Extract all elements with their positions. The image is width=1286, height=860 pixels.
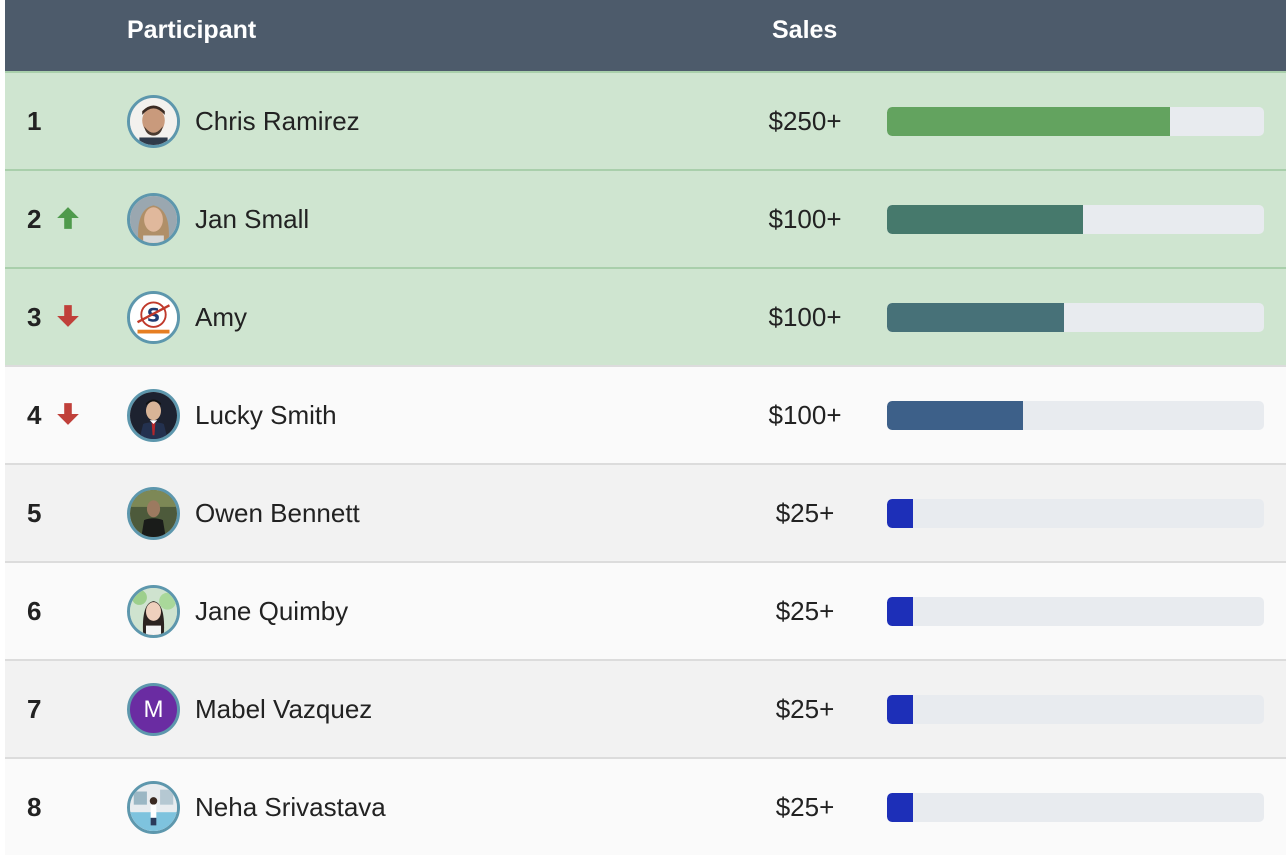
table-row[interactable]: 5 Owen Bennett $25+ xyxy=(5,463,1286,561)
sales-value: $100+ xyxy=(768,400,842,430)
table-header: Participant Sales xyxy=(5,0,1286,71)
sales-progress-bar xyxy=(887,499,1264,528)
rank-number: 2 xyxy=(27,204,42,234)
sales-progress-fill xyxy=(887,695,914,724)
avatar: M xyxy=(127,683,180,736)
avatar xyxy=(127,193,180,246)
sales-value: $25+ xyxy=(775,596,835,626)
arrow-up-icon xyxy=(55,205,81,231)
sales-progress-fill xyxy=(887,401,1023,430)
leaderboard: Participant Sales 1 Chris Ramirez $250+ 2 Ja… xyxy=(5,0,1286,855)
svg-text:S: S xyxy=(147,305,161,326)
rank-number: 4 xyxy=(27,400,42,430)
sales-value: $100+ xyxy=(768,204,842,234)
participant-name: Chris Ramirez xyxy=(195,106,360,136)
sales-progress-bar xyxy=(887,303,1264,332)
table-row[interactable]: 1 Chris Ramirez $250+ xyxy=(5,71,1286,169)
rank-number: 6 xyxy=(27,596,42,626)
avatar xyxy=(127,781,180,834)
participant-column-header: Participant xyxy=(127,16,257,44)
sales-progress-fill xyxy=(887,107,1170,136)
rank-number: 7 xyxy=(27,694,42,724)
participant-name: Jane Quimby xyxy=(195,596,349,626)
sales-progress-fill xyxy=(887,597,914,626)
table-row[interactable]: 4 Lucky Smith $100+ xyxy=(5,365,1286,463)
sales-progress-fill xyxy=(887,205,1084,234)
arrow-down-icon xyxy=(55,401,81,427)
sales-progress-fill xyxy=(887,499,914,528)
sales-progress-fill xyxy=(887,793,914,822)
participant-name: Amy xyxy=(195,302,247,332)
sales-value: $25+ xyxy=(775,792,835,822)
sales-value: $250+ xyxy=(768,106,842,136)
rank-number: 1 xyxy=(27,106,42,136)
rank-number: 8 xyxy=(27,792,42,822)
sales-column-header: Sales xyxy=(772,16,838,44)
sales-progress-bar xyxy=(887,107,1264,136)
sales-progress-bar xyxy=(887,401,1264,430)
table-body: 1 Chris Ramirez $250+ 2 Jan Small $100+ 3 S Amy $… xyxy=(5,71,1286,855)
rank-number: 3 xyxy=(27,302,42,332)
rank-number: 5 xyxy=(27,498,42,528)
table-row[interactable]: 7 M Mabel Vazquez $25+ xyxy=(5,659,1286,757)
sales-value: $25+ xyxy=(775,498,835,528)
table-row[interactable]: 6 Jane Quimby $25+ xyxy=(5,561,1286,659)
sales-value: $25+ xyxy=(775,694,835,724)
participant-name: Jan Small xyxy=(195,204,310,234)
sales-progress-bar xyxy=(887,793,1264,822)
participant-name: Owen Bennett xyxy=(195,498,360,528)
participant-name: Lucky Smith xyxy=(195,400,337,430)
avatar xyxy=(127,487,180,540)
table-row[interactable]: 8 Neha Srivastava $25+ xyxy=(5,757,1286,855)
sales-progress-bar xyxy=(887,205,1264,234)
sales-progress-bar xyxy=(887,597,1264,626)
arrow-down-icon xyxy=(55,303,81,329)
sales-value: $100+ xyxy=(768,302,842,332)
sales-progress-bar xyxy=(887,695,1264,724)
avatar xyxy=(127,389,180,442)
avatar xyxy=(127,95,180,148)
participant-name: Mabel Vazquez xyxy=(195,694,373,724)
avatar: S xyxy=(127,291,180,344)
sales-progress-fill xyxy=(887,303,1065,332)
table-row[interactable]: 2 Jan Small $100+ xyxy=(5,169,1286,267)
participant-name: Neha Srivastava xyxy=(195,792,386,822)
avatar xyxy=(127,585,180,638)
table-row[interactable]: 3 S Amy $100+ xyxy=(5,267,1286,365)
